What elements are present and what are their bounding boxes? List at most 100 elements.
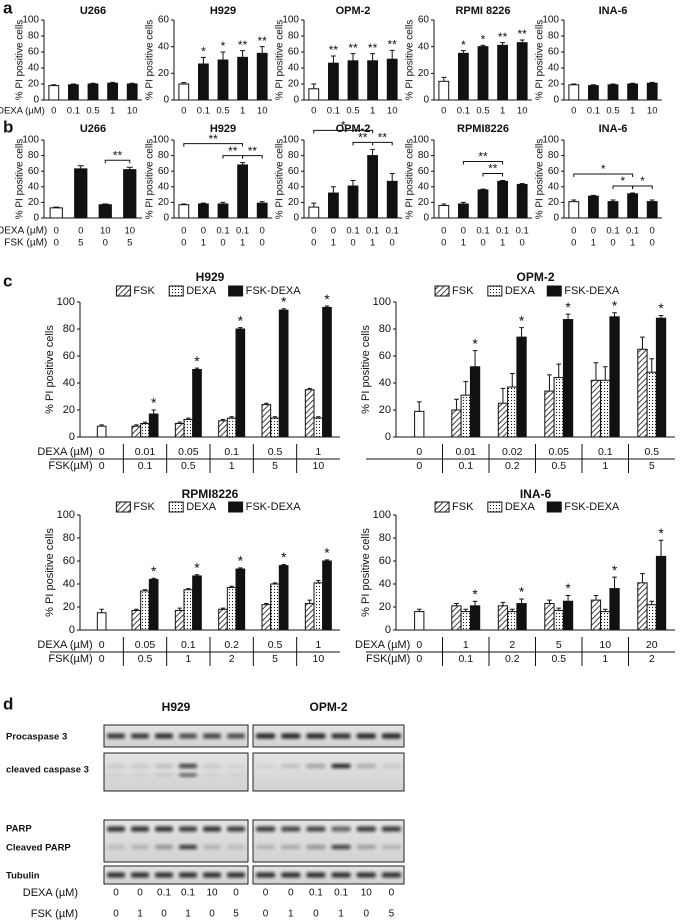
bracket-label: * bbox=[601, 162, 606, 176]
x-tick-label: 0 bbox=[591, 226, 596, 237]
blot-band bbox=[131, 733, 149, 739]
error-bar bbox=[500, 42, 506, 46]
bar bbox=[600, 379, 611, 438]
error-bar bbox=[220, 607, 226, 610]
significance-star: ** bbox=[368, 41, 378, 55]
error-bar bbox=[200, 202, 206, 204]
x-tick-label: 10 bbox=[100, 226, 111, 237]
y-tick-label: 100 bbox=[22, 15, 39, 26]
chart-title: INA-6 bbox=[599, 5, 628, 17]
error-bar bbox=[500, 180, 506, 182]
bracket-label: ** bbox=[478, 150, 488, 164]
bar bbox=[178, 204, 190, 219]
error-bar bbox=[454, 603, 459, 606]
blot-band bbox=[155, 773, 173, 777]
blot-row-label: Procaspase 3 bbox=[6, 732, 67, 743]
blot-band bbox=[155, 872, 173, 878]
blot-band bbox=[179, 773, 197, 777]
x-tick-label: 0.2 bbox=[224, 639, 239, 651]
x-tick-label: 0.5 bbox=[216, 106, 229, 117]
significance-star: * bbox=[281, 549, 287, 565]
error-bar bbox=[264, 603, 269, 605]
error-bar bbox=[220, 51, 226, 60]
bar bbox=[178, 83, 190, 101]
error-bar bbox=[416, 401, 422, 412]
bar bbox=[367, 60, 379, 101]
y-tick-label: 60 bbox=[288, 166, 300, 177]
row-label: DEXA (µM) bbox=[37, 446, 92, 458]
error-bar bbox=[316, 416, 321, 419]
legend-label: FSK bbox=[452, 285, 474, 297]
y-tick-label: 60 bbox=[158, 166, 170, 177]
error-bar bbox=[509, 608, 515, 612]
lane-label: 5 bbox=[233, 909, 239, 920]
bar bbox=[562, 319, 574, 438]
x-tick-label: 0.05 bbox=[135, 639, 156, 651]
bar bbox=[477, 46, 489, 101]
x-tick-label: 1 bbox=[229, 460, 235, 472]
x-tick-label: 0 bbox=[181, 238, 186, 249]
error-bar bbox=[51, 84, 57, 86]
error-bar bbox=[441, 203, 447, 206]
y-tick-label: 60 bbox=[548, 47, 560, 58]
blot-band bbox=[131, 826, 149, 832]
x-tick-label: 0.1 bbox=[476, 226, 489, 237]
blot-row-label: cleaved caspase 3 bbox=[6, 765, 89, 776]
x-tick-label: 0 bbox=[441, 106, 446, 117]
blot-band bbox=[256, 872, 276, 878]
error-bar bbox=[220, 201, 226, 204]
bracket-label: ** bbox=[358, 131, 368, 145]
x-tick-label: 0 bbox=[181, 226, 186, 237]
chart-title: H929 bbox=[210, 5, 236, 17]
bracket bbox=[482, 173, 504, 177]
bracket bbox=[313, 129, 374, 134]
bar bbox=[590, 599, 602, 631]
x-tick-label: 0.05 bbox=[549, 446, 570, 458]
blot-band bbox=[203, 733, 221, 739]
bar bbox=[218, 420, 228, 438]
x-tick-label: 1 bbox=[315, 446, 321, 458]
x-tick-label: 5 bbox=[127, 238, 132, 249]
blot-band bbox=[281, 845, 301, 849]
error-bar bbox=[311, 83, 317, 89]
bar bbox=[131, 425, 142, 438]
x-tick-label: 0.5 bbox=[644, 446, 659, 458]
error-bar bbox=[272, 582, 278, 584]
y-tick-label: 40 bbox=[288, 63, 300, 74]
error-bar bbox=[610, 83, 616, 85]
bracket-label: ** bbox=[113, 148, 123, 162]
bar bbox=[174, 423, 185, 438]
error-bar bbox=[70, 83, 76, 85]
error-bar bbox=[480, 188, 486, 190]
bracket-label: ** bbox=[209, 132, 219, 146]
bar bbox=[609, 316, 620, 438]
y-tick-label: 60 bbox=[379, 555, 391, 567]
blot-band bbox=[381, 845, 401, 849]
error-bar bbox=[519, 598, 524, 604]
bar bbox=[256, 202, 268, 219]
legend-swatch bbox=[228, 501, 244, 513]
bar bbox=[544, 390, 555, 438]
blot-band bbox=[227, 733, 245, 739]
bar bbox=[198, 203, 209, 219]
error-bar bbox=[565, 595, 571, 602]
error-bar bbox=[649, 358, 655, 373]
x-tick-label: 10 bbox=[517, 106, 528, 117]
x-tick-label: 5 bbox=[78, 238, 83, 249]
bar bbox=[313, 582, 324, 631]
legend-label: FSK-DEXA bbox=[246, 285, 302, 297]
y-tick-label: 20 bbox=[28, 197, 40, 208]
bar bbox=[367, 155, 379, 219]
bracket bbox=[104, 159, 131, 164]
error-bar bbox=[142, 421, 148, 424]
error-bar bbox=[556, 363, 562, 378]
bar bbox=[308, 88, 320, 101]
bar bbox=[237, 56, 248, 101]
bar bbox=[588, 85, 599, 101]
bar bbox=[217, 203, 229, 219]
bar bbox=[226, 417, 237, 438]
bar bbox=[609, 588, 620, 631]
y-tick-label: 80 bbox=[379, 532, 391, 544]
x-tick-label: 0.1 bbox=[236, 226, 249, 237]
significance-star: * bbox=[481, 33, 486, 47]
